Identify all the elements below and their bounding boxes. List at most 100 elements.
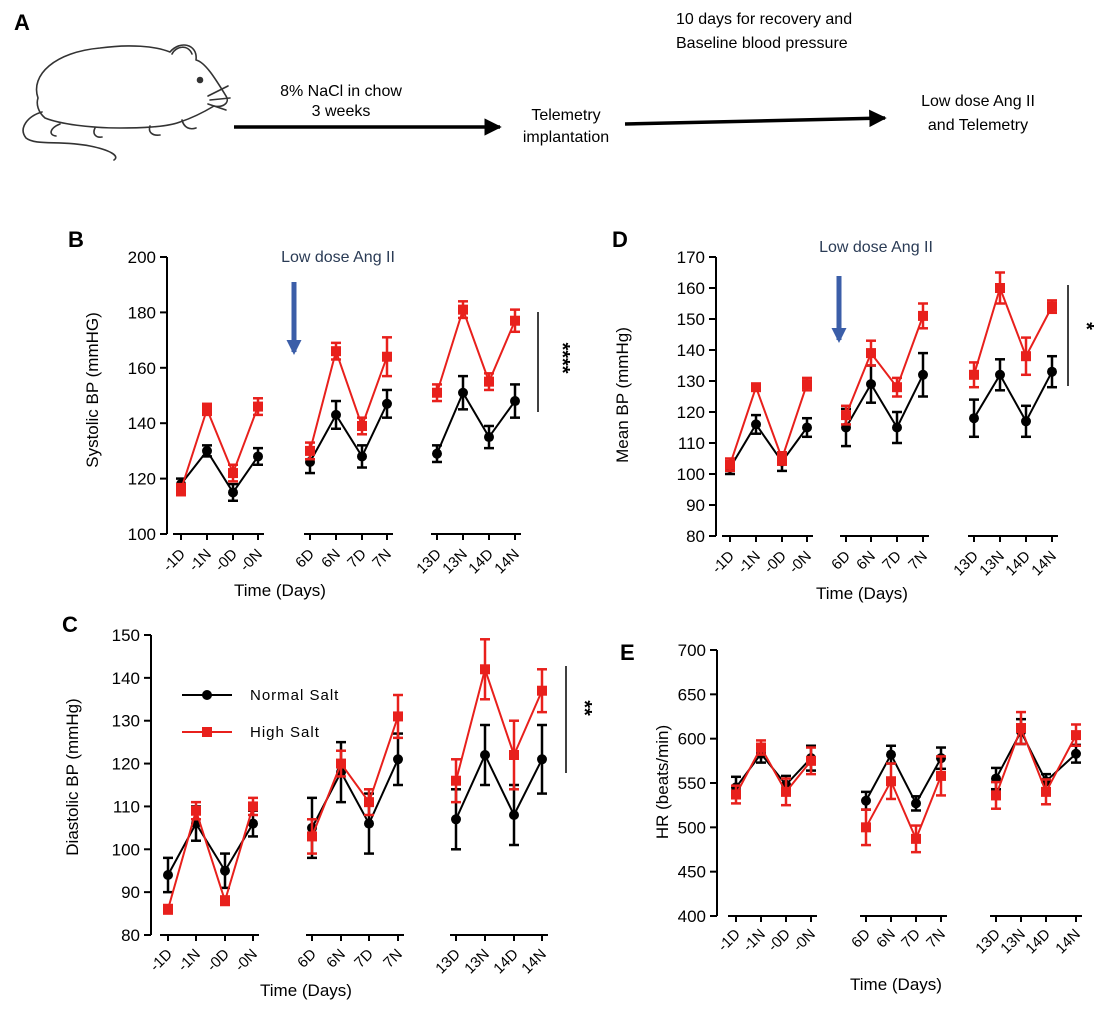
x-tick-label-e: 14D — [1022, 926, 1054, 958]
data-point-normal-salt-e — [861, 795, 871, 806]
y-tick-label-d: 140 — [677, 341, 705, 360]
x-axis-label-b: Time (Days) — [234, 581, 326, 600]
y-tick-label-d: 160 — [677, 279, 705, 298]
legend-high-marker — [202, 727, 212, 737]
data-point-normal-salt-b — [432, 448, 442, 459]
y-axis-label-d: Mean BP (mmHg) — [613, 327, 632, 463]
x-axis-label-c: Time (Days) — [260, 981, 352, 1000]
significance-c: ** — [573, 700, 595, 716]
data-point-high-salt-e — [991, 790, 1001, 801]
data-point-normal-salt-e — [886, 749, 896, 760]
data-point-normal-salt-c — [163, 870, 173, 880]
data-point-high-salt-c — [393, 711, 403, 722]
data-point-normal-salt-b — [357, 451, 367, 462]
y-tick-label-d: 120 — [677, 403, 705, 422]
x-tick-label-e: -0D — [765, 926, 794, 955]
panel-d-mean-chart: D Mean BP (mmHg) Time (Days) Low dose An… — [612, 227, 1097, 603]
mouse-icon — [22, 44, 231, 161]
series-line-normal-salt-e — [865, 752, 942, 806]
x-tick-label-d: 7D — [879, 548, 905, 574]
x-tick-label-e: 14N — [1052, 926, 1083, 957]
y-tick-label-b: 140 — [128, 414, 156, 433]
x-tick-label-c: -1D — [147, 946, 176, 975]
y-tick-label-c: 90 — [121, 883, 140, 902]
x-tick-label-d: 6D — [828, 548, 854, 574]
data-point-high-salt-c — [537, 685, 547, 696]
series-line-normal-salt-c — [311, 758, 399, 829]
data-point-high-salt-d — [802, 379, 812, 390]
series-line-high-salt-b — [436, 306, 516, 394]
y-tick-label-e: 600 — [678, 730, 706, 749]
x-tick-label-c: 7D — [351, 946, 377, 972]
data-point-normal-salt-d — [802, 422, 812, 433]
data-point-high-salt-d — [777, 453, 787, 464]
data-point-normal-salt-b — [228, 487, 238, 498]
step4-line1: Low dose Ang II — [921, 93, 1035, 110]
data-point-high-salt-c — [163, 904, 173, 915]
series-line-high-salt-d — [729, 383, 808, 466]
step4-line2: and Telemetry — [928, 117, 1028, 134]
y-tick-label-c: 130 — [112, 712, 140, 731]
y-tick-label-b: 160 — [128, 359, 156, 378]
series-line-high-salt-d — [973, 284, 1053, 376]
data-point-normal-salt-b — [458, 387, 468, 398]
series-line-normal-salt-d — [729, 422, 808, 469]
series-line-high-salt-c — [167, 806, 254, 910]
x-tick-label-e: 6D — [848, 926, 874, 952]
data-point-high-salt-c — [248, 801, 258, 812]
step1-line2: 3 weeks — [312, 103, 371, 120]
series-line-high-salt-e — [995, 725, 1077, 796]
data-point-high-salt-b — [484, 376, 494, 387]
series-line-high-salt-d — [845, 315, 924, 416]
data-point-high-salt-d — [866, 348, 876, 359]
data-point-high-salt-b — [510, 315, 520, 326]
data-point-normal-salt-b — [202, 445, 212, 456]
data-point-high-salt-b — [176, 484, 186, 495]
series-line-normal-salt-c — [455, 752, 543, 820]
series-line-normal-salt-d — [845, 374, 924, 430]
x-tick-label-d: -0D — [761, 548, 790, 577]
data-point-normal-salt-b — [253, 451, 263, 462]
y-tick-label-b: 120 — [128, 470, 156, 489]
series-line-normal-salt-d — [973, 371, 1053, 424]
data-point-high-salt-b — [228, 468, 238, 479]
step1-line1: 8% NaCl in chow — [280, 83, 402, 100]
data-point-normal-salt-e — [1071, 748, 1081, 759]
x-tick-label-e: 6N — [873, 926, 899, 952]
y-axis-label-b: Systolic BP (mmHG) — [83, 312, 102, 468]
y-tick-label-c: 110 — [113, 797, 140, 816]
x-axis-label-d: Time (Days) — [816, 584, 908, 603]
data-point-high-salt-b — [432, 387, 442, 398]
series-line-normal-salt-e — [995, 729, 1077, 783]
x-tick-label-b: -1D — [160, 546, 189, 575]
x-tick-label-d: -0N — [786, 548, 815, 577]
y-tick-label-b: 180 — [128, 303, 156, 322]
y-tick-label-d: 170 — [677, 248, 705, 267]
x-tick-label-e: 7N — [923, 926, 949, 952]
x-tick-label-b: 7N — [369, 546, 395, 572]
data-point-high-salt-d — [918, 310, 928, 321]
data-point-normal-salt-d — [892, 422, 902, 433]
data-point-normal-salt-d — [751, 419, 761, 430]
y-tick-label-d: 80 — [686, 527, 705, 546]
panel-label-c: C — [62, 612, 78, 637]
series-line-high-salt-b — [180, 406, 259, 490]
significance-d: * — [1075, 322, 1097, 330]
data-point-high-salt-e — [1071, 730, 1081, 741]
x-tick-label-b: -0N — [237, 546, 266, 575]
data-point-normal-salt-b — [382, 398, 392, 409]
x-tick-label-c: 14N — [518, 946, 549, 977]
x-tick-label-e: 13D — [972, 926, 1004, 958]
step3-line1: 10 days for recovery and — [676, 11, 852, 28]
data-point-normal-salt-c — [537, 754, 547, 765]
x-tick-label-b: 14N — [491, 546, 522, 577]
data-point-normal-salt-d — [918, 369, 928, 380]
data-point-high-salt-c — [480, 664, 490, 675]
y-tick-label-e: 550 — [678, 774, 706, 793]
y-tick-label-d: 130 — [677, 372, 705, 391]
data-point-high-salt-d — [751, 382, 761, 393]
data-point-normal-salt-c — [451, 814, 461, 825]
data-point-high-salt-c — [191, 805, 201, 816]
data-point-high-salt-e — [911, 833, 921, 844]
